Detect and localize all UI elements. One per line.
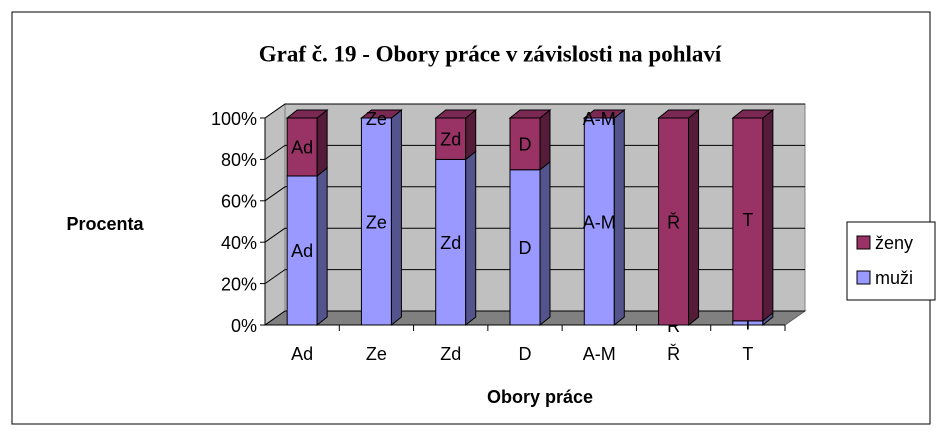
bar-segment-side (539, 108, 551, 171)
grid-line-side (264, 186, 286, 202)
data-label: Zd (440, 233, 461, 253)
y-tick-label: 100% (211, 109, 257, 129)
data-label: Ze (366, 109, 387, 129)
bar-segment-side (688, 108, 700, 327)
data-label: Ad (291, 241, 313, 261)
legend-swatch (856, 235, 871, 250)
legend-label: muži (875, 268, 913, 288)
grid-line-side (264, 227, 286, 243)
y-tick-label: 0% (231, 316, 257, 336)
bar-top (657, 109, 700, 119)
bar-segment-side (539, 160, 551, 327)
data-label: T (742, 314, 753, 334)
x-tick-label: D (519, 344, 532, 364)
bar-segment-side (465, 150, 477, 327)
bar-top (360, 109, 403, 119)
grid-line-side (264, 103, 286, 119)
legend-label: ženy (875, 233, 913, 253)
x-tick-label: Ř (667, 344, 680, 364)
bar-segment-side (390, 108, 402, 327)
data-label: A-M (583, 109, 616, 129)
bar-top (508, 109, 552, 119)
bar-segment (509, 169, 541, 326)
bar-top (434, 109, 478, 119)
data-label: T (742, 210, 753, 230)
data-label: A-M (583, 212, 616, 232)
bar-segment-side (316, 166, 328, 327)
bar-segment (286, 175, 318, 326)
bar-top (731, 109, 775, 119)
bar-segment-side (316, 108, 328, 178)
data-label: D (519, 135, 532, 155)
bar-segment (509, 117, 541, 171)
grid-line-side (264, 144, 286, 160)
x-tick-label: Ze (366, 344, 387, 364)
y-tick-label: 20% (221, 274, 257, 294)
data-label: Ad (291, 138, 313, 158)
data-label: Zd (440, 129, 461, 149)
side-wall (264, 103, 286, 326)
bar-top (582, 109, 626, 119)
x-axis-label: Obory práce (487, 387, 593, 407)
grid-line-side (264, 269, 286, 285)
bar-segment (583, 117, 615, 326)
y-tick-label: 60% (221, 192, 257, 212)
data-label: Ř (667, 212, 680, 232)
legend-swatch (856, 270, 871, 285)
bar-segment-side (762, 108, 774, 322)
data-label: D (519, 238, 532, 258)
y-axis-label: Procenta (66, 214, 144, 234)
y-tick-label: 40% (221, 233, 257, 253)
bar-top (285, 109, 329, 119)
y-tick-label: 80% (221, 150, 257, 170)
legend-box (846, 221, 936, 301)
x-tick-label: Zd (440, 344, 461, 364)
bar-segment (435, 158, 467, 326)
bar-segment (658, 117, 690, 326)
data-label: Ze (366, 212, 387, 232)
chart-title: Graf č. 19 - Obory práce v závislosti na… (259, 41, 722, 66)
grid-line-side (264, 310, 286, 326)
x-tick-label: A-M (583, 344, 616, 364)
x-tick-label: T (742, 344, 753, 364)
x-tick-label: Ad (291, 344, 313, 364)
